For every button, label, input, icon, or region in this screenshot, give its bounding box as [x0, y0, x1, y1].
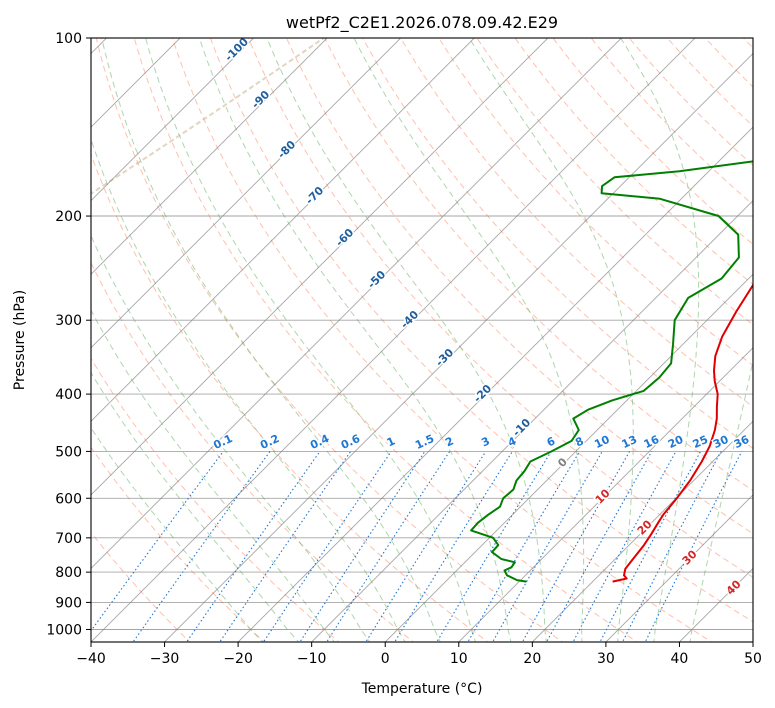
y-tick-label: 400	[55, 387, 82, 403]
y-tick-label: 200	[55, 209, 82, 225]
mixing-ratio-line	[262, 451, 392, 642]
mixing-ratio-line	[621, 451, 722, 642]
isotherm	[91, 38, 623, 570]
dry-adiabat	[324, 38, 753, 492]
moist-adiabat	[101, 38, 441, 642]
mixing-ratio-line	[599, 451, 702, 642]
mixing-ratio-line	[394, 451, 513, 642]
y-tick-label: 100	[55, 31, 82, 47]
mixing-ratio-line	[326, 451, 451, 642]
mixing-ratio-line	[91, 451, 224, 632]
x-tick-label: 10	[450, 651, 468, 667]
moist-adiabat	[91, 137, 406, 642]
dry-adiabat	[133, 38, 639, 642]
y-tick-label: 300	[55, 313, 82, 329]
isotherm	[91, 38, 549, 496]
isotherm	[605, 494, 753, 642]
moist-adiabat	[266, 38, 547, 642]
dry-adiabat	[91, 357, 340, 642]
moist-adiabat	[198, 38, 512, 642]
dry-adiabat	[209, 38, 753, 623]
x-tick-label: −40	[76, 651, 106, 667]
isotherm	[91, 38, 402, 349]
isotherm	[91, 38, 475, 422]
mixing-ratio-line	[365, 451, 487, 642]
mixing-ratio-label: 16	[642, 433, 662, 451]
plot-frame	[90, 37, 754, 643]
dry-adiabat	[400, 38, 753, 408]
dry-adiabat	[171, 38, 713, 642]
isotherm	[91, 38, 181, 128]
moist-adiabat	[620, 38, 700, 642]
x-tick-label: 0	[381, 651, 390, 667]
mixing-ratio-line	[436, 451, 552, 642]
isotherm	[91, 38, 328, 275]
mixing-ratio-line	[132, 451, 271, 642]
x-tick-label: −10	[297, 651, 327, 667]
y-tick-label: 700	[55, 531, 82, 547]
x-tick-label: −30	[150, 651, 180, 667]
plot-area	[91, 38, 753, 642]
y-tick-label: 500	[55, 444, 82, 460]
isotherm	[237, 126, 753, 642]
isotherm	[163, 52, 753, 642]
isotherm	[91, 38, 255, 202]
y-axis-label: Pressure (hPa)	[12, 290, 28, 390]
mixing-ratio-line	[299, 451, 426, 642]
isotherm	[531, 420, 753, 642]
moist-adiabat	[689, 358, 753, 642]
y-tick-label: 1000	[46, 622, 82, 638]
x-axis: −40 −30 −20 −10 0 10 20 30 40 50	[76, 642, 762, 667]
isotherm	[458, 347, 753, 642]
x-tick-label: 40	[671, 651, 689, 667]
chart-title: wetPf2_C2E1.2026.078.09.42.E29	[286, 13, 558, 33]
mixing-ratio-line	[467, 451, 581, 642]
x-tick-label: 30	[597, 651, 615, 667]
isotherm	[310, 199, 753, 642]
x-tick-label: 50	[744, 651, 762, 667]
dry-adiabat	[285, 38, 753, 535]
dry-adiabat	[95, 38, 564, 642]
moist-adiabat	[468, 38, 634, 642]
moist-adiabat	[145, 38, 477, 642]
x-tick-label: 20	[523, 651, 541, 667]
mixing-ratio-line	[572, 451, 677, 642]
x-tick-label: −20	[223, 651, 253, 667]
mixing-ratio-line	[219, 451, 352, 642]
dewpoint-profile-line	[470, 160, 753, 583]
moist-adiabat	[91, 427, 264, 642]
temperature-profile-line	[612, 283, 753, 583]
dry-adiabat	[362, 38, 753, 449]
y-tick-label: 800	[55, 565, 82, 581]
moist-adiabat	[91, 309, 335, 642]
x-axis-label: Temperature (°C)	[361, 681, 483, 697]
y-tick-label: 900	[55, 595, 82, 611]
moist-adiabat	[91, 234, 371, 642]
dry-adiabat	[438, 38, 753, 366]
y-tick-label: 600	[55, 491, 82, 507]
dry-adiabat	[91, 153, 489, 642]
y-axis: 100 200 300 400 500 600 700 800 900 1000	[46, 31, 91, 638]
dry-adiabat	[91, 446, 266, 642]
moist-adiabat	[91, 371, 300, 642]
isotherm	[384, 273, 753, 642]
dry-adiabat	[247, 38, 753, 578]
moist-adiabat	[353, 38, 585, 642]
mixing-ratio-line	[185, 451, 321, 642]
isotherm	[91, 38, 696, 642]
